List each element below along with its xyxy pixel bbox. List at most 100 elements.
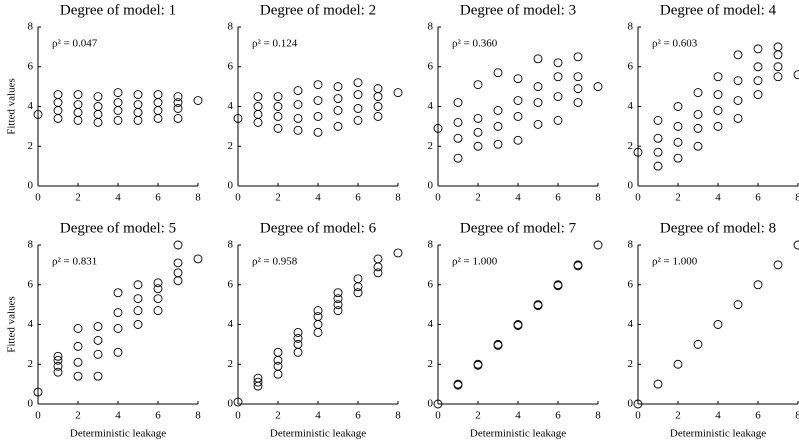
point <box>133 306 143 316</box>
panel-title: Degree of model: 8 <box>660 220 776 236</box>
point <box>493 106 503 115</box>
point <box>393 88 403 98</box>
panel-title: Degree of model: 4 <box>660 2 777 18</box>
y-tick-label: 8 <box>28 239 34 251</box>
panel-title: Degree of model: 3 <box>460 2 576 18</box>
point <box>373 102 383 111</box>
point <box>73 115 83 125</box>
point <box>553 92 563 102</box>
point <box>353 90 363 100</box>
point <box>393 248 403 258</box>
point <box>173 268 183 278</box>
point <box>173 276 183 286</box>
point <box>173 113 183 123</box>
point <box>93 371 103 381</box>
point <box>253 373 263 383</box>
point <box>453 117 463 127</box>
panel-title: Degree of model: 6 <box>260 220 377 236</box>
point <box>253 117 263 127</box>
x-axis-label: Deterministic leakage <box>670 428 766 440</box>
y-tick-label: 4 <box>428 100 434 112</box>
point <box>773 62 783 72</box>
panel-title: Degree of model: 7 <box>460 220 577 236</box>
point <box>493 121 503 131</box>
point <box>353 282 363 292</box>
point <box>513 111 523 121</box>
x-tick-label: 8 <box>395 192 401 204</box>
point <box>333 82 343 92</box>
point <box>573 98 583 107</box>
x-tick-label: 2 <box>75 410 81 422</box>
x-tick-label: 2 <box>675 192 681 204</box>
point <box>193 96 203 105</box>
annotation: ρ² = 0.360 <box>452 38 498 50</box>
point <box>133 90 143 100</box>
point <box>733 50 743 60</box>
point <box>553 280 563 290</box>
point <box>273 123 283 133</box>
point <box>513 74 523 84</box>
point <box>493 68 503 78</box>
point <box>673 359 683 369</box>
point <box>673 121 683 131</box>
x-tick-label: 8 <box>795 410 799 422</box>
point <box>553 58 563 68</box>
point <box>373 111 383 121</box>
x-tick-label: 8 <box>195 192 201 204</box>
point <box>373 92 383 102</box>
x-tick-label: 8 <box>595 192 601 204</box>
point <box>453 133 463 143</box>
y-tick-label: 6 <box>628 278 634 290</box>
point <box>373 262 383 272</box>
y-tick-label: 8 <box>228 239 234 251</box>
point <box>573 52 583 62</box>
y-tick-label: 8 <box>628 239 634 251</box>
x-tick-label: 6 <box>155 410 161 422</box>
point <box>293 347 303 357</box>
point <box>113 106 123 115</box>
point <box>53 355 63 365</box>
y-tick-label: 0 <box>28 180 34 192</box>
point <box>293 113 303 123</box>
point <box>533 300 543 310</box>
point <box>513 96 523 105</box>
y-tick-label: 4 <box>228 100 234 112</box>
point <box>253 377 263 387</box>
point <box>793 70 799 80</box>
point <box>73 90 83 100</box>
point <box>73 324 83 333</box>
point <box>653 147 663 157</box>
point <box>113 308 123 318</box>
point <box>53 90 63 100</box>
point <box>573 84 583 94</box>
point <box>653 161 663 171</box>
x-tick-label: 0 <box>635 192 641 204</box>
point <box>453 153 463 163</box>
point <box>493 139 503 149</box>
y-tick-label: 0 <box>628 180 634 192</box>
x-tick-label: 6 <box>155 192 161 204</box>
point <box>673 102 683 111</box>
x-tick-label: 4 <box>515 192 521 204</box>
point <box>173 240 183 250</box>
y-tick-label: 6 <box>28 60 34 72</box>
point <box>333 106 343 115</box>
x-tick-label: 8 <box>795 192 799 204</box>
point <box>273 111 283 121</box>
y-tick-label: 4 <box>428 318 434 330</box>
point <box>713 106 723 115</box>
point <box>153 90 163 100</box>
point <box>753 90 763 100</box>
annotation: ρ² = 0.047 <box>52 38 98 50</box>
x-tick-label: 6 <box>355 410 361 422</box>
point <box>133 100 143 109</box>
point <box>93 335 103 345</box>
point <box>153 278 163 288</box>
point <box>73 357 83 367</box>
point <box>293 333 303 343</box>
point <box>373 84 383 94</box>
point <box>293 125 303 135</box>
y-tick-label: 2 <box>428 358 434 370</box>
point <box>173 92 183 102</box>
